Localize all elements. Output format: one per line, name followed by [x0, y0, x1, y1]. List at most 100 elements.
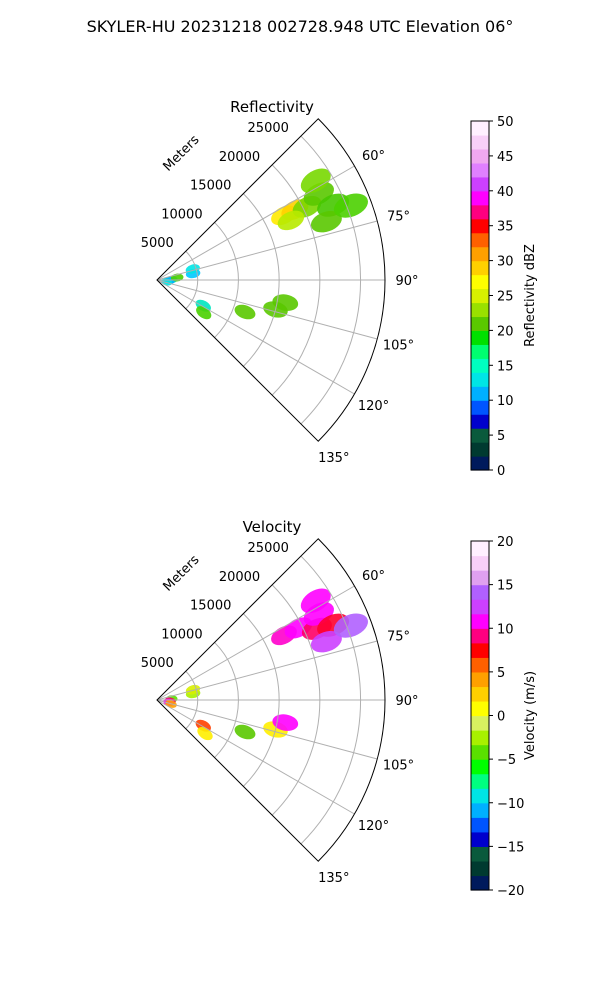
- colorbar-segment: [471, 442, 489, 457]
- azimuth-gridline: [156, 165, 355, 281]
- echo-region: [310, 630, 342, 653]
- colorbar-label: Reflectivity dBZ: [523, 244, 538, 347]
- colorbar-tick-label: −20: [497, 884, 524, 899]
- echo-region: [333, 613, 368, 638]
- azimuth-tick-label: 105°: [383, 759, 414, 774]
- azimuth-tick-label: 135°: [318, 451, 349, 466]
- colorbar-segment: [471, 700, 489, 717]
- polar-sector-plot: 5000 10000 15000 20000 25000 60° 75° 90° 105° 120…: [141, 118, 419, 466]
- azimuth-tick-label: 120°: [358, 819, 389, 834]
- azimuth-gridline: [156, 585, 355, 701]
- colorbar-tick-label: 20: [497, 324, 514, 339]
- colorbar-segment: [471, 860, 489, 877]
- colorbar-segment: [471, 555, 489, 571]
- echo-region: [234, 304, 256, 320]
- colorbar-segment: [471, 730, 489, 746]
- figure-title: SKYLER-HU 20231218 002728.948 UTC Elevat…: [87, 17, 514, 36]
- azimuth-tick-label: 135°: [318, 871, 349, 886]
- colorbar-segment: [471, 686, 489, 702]
- azimuth-gridline: [156, 699, 378, 760]
- colorbar-segment: [471, 316, 489, 331]
- range-tick-label: 10000: [161, 207, 202, 222]
- colorbar-tick-label: 20: [497, 535, 514, 550]
- colorbar-segment: [471, 400, 489, 415]
- range-tick-label: 5000: [141, 236, 174, 251]
- colorbar-segment: [471, 162, 489, 178]
- colorbar-segment: [471, 246, 489, 262]
- colorbar-segment: [471, 817, 489, 833]
- colorbar-segment: [471, 831, 489, 847]
- colorbar-segment: [471, 584, 489, 600]
- colorbar-segment: [471, 176, 489, 192]
- colorbar-tick-label: 5: [497, 429, 505, 444]
- sector-frame: [156, 118, 386, 442]
- colorbar-segment: [471, 759, 489, 775]
- range-tick-label: 15000: [190, 599, 231, 614]
- colorbar-tick-label: 10: [497, 622, 514, 637]
- azimuth-gridline: [156, 279, 355, 395]
- colorbar-segment: [471, 428, 489, 443]
- sector-frame: [156, 538, 386, 862]
- colorbar-tick-label: 40: [497, 185, 514, 200]
- azimuth-tick-label: 60°: [362, 569, 385, 584]
- colorbar-segment: [471, 358, 489, 373]
- colorbar-segment: [471, 288, 489, 304]
- range-tick-label: 5000: [141, 656, 174, 671]
- echo-region: [300, 588, 331, 614]
- panel-title: Reflectivity: [230, 98, 314, 116]
- range-tick-label: 25000: [248, 121, 289, 136]
- colorbar-segment: [471, 386, 489, 401]
- colorbar-segment: [471, 715, 489, 731]
- azimuth-tick-label: 60°: [362, 149, 385, 164]
- azimuth-tick-label: 90°: [395, 274, 418, 289]
- azimuth-tick-label: 90°: [395, 694, 418, 709]
- colorbar-segment: [471, 802, 489, 818]
- colorbar-tick-label: 15: [497, 579, 514, 594]
- colorbar-segment: [471, 773, 489, 789]
- colorbar-segment: [471, 642, 489, 658]
- colorbar-tick-label: 30: [497, 255, 514, 270]
- colorbar-tick-label: 50: [497, 115, 514, 130]
- colorbar-segment: [471, 788, 489, 804]
- azimuth-tick-label: 75°: [387, 209, 410, 224]
- colorbar: Velocity (m/s) −20 −15 −10 −5 0 5 10 15 20: [470, 535, 538, 899]
- colorbar-tick-label: 0: [497, 710, 505, 725]
- range-tick-label: 25000: [248, 541, 289, 556]
- colorbar-tick-label: 0: [497, 464, 505, 479]
- echo-region: [300, 168, 331, 194]
- colorbar-segment: [471, 414, 489, 429]
- azimuth-tick-label: 120°: [358, 399, 389, 414]
- echo-region: [333, 193, 368, 218]
- colorbar-tick-label: −5: [497, 753, 516, 768]
- reflectivity-panel: Reflectivity Meters 5000 10000 15000 20000 2…: [141, 98, 538, 479]
- range-tick-label: 20000: [219, 150, 260, 165]
- range-tick-label: 15000: [190, 179, 231, 194]
- colorbar-segment: [471, 875, 489, 891]
- range-unit-label: Meters: [161, 132, 203, 174]
- colorbar-tick-label: 45: [497, 150, 514, 165]
- colorbar-segment: [471, 613, 489, 629]
- range-tick-label: 20000: [219, 570, 260, 585]
- colorbar-segment: [471, 218, 489, 234]
- colorbar-segment: [471, 372, 489, 387]
- velocity-panel: Velocity Meters 5000 10000 15000 20000 25000…: [141, 518, 538, 899]
- colorbar-segment: [471, 134, 489, 150]
- colorbar-segment: [471, 541, 489, 557]
- azimuth-gridline: [156, 220, 378, 281]
- colorbar-segment: [471, 744, 489, 760]
- azimuth-tick-label: 75°: [387, 629, 410, 644]
- colorbar-tick-label: 25: [497, 290, 514, 305]
- colorbar-segment: [471, 344, 489, 359]
- colorbar-segment: [471, 148, 489, 164]
- colorbar-tick-label: −10: [497, 797, 524, 812]
- colorbar-segment: [471, 190, 489, 206]
- colorbar: Reflectivity dBZ 0 5 10 15 20 25 30 35 40 45 50: [470, 115, 538, 479]
- colorbar-segment: [471, 657, 489, 673]
- colorbar-label: Velocity (m/s): [523, 671, 538, 760]
- colorbar-segment: [471, 302, 489, 318]
- panel-title: Velocity: [243, 518, 302, 536]
- azimuth-tick-label: 105°: [383, 339, 414, 354]
- colorbar-segment: [471, 570, 489, 586]
- azimuth-gridline: [156, 640, 378, 701]
